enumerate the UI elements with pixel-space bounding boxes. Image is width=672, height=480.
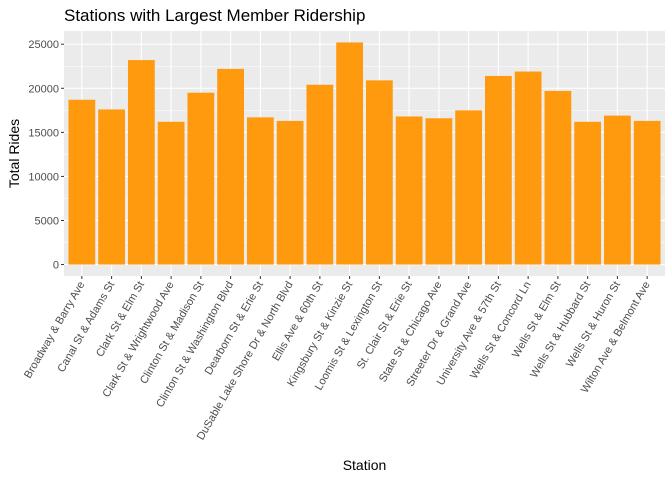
x-tick-label: St. Clair St & Erie St xyxy=(355,280,415,372)
bar xyxy=(336,42,364,265)
bar xyxy=(98,109,125,265)
bar xyxy=(365,80,393,265)
bar xyxy=(484,75,512,265)
bar xyxy=(425,118,453,265)
bar xyxy=(217,68,245,265)
y-tick-label: 25000 xyxy=(28,39,59,51)
chart-title: Stations with Largest Member Ridership xyxy=(64,6,365,25)
x-tick-label: Wells St & Huron St xyxy=(564,280,623,370)
bar xyxy=(246,117,274,265)
y-tick-label: 0 xyxy=(53,260,59,272)
x-tick-label: Canal St & Adams St xyxy=(55,280,117,375)
y-tick-label: 5000 xyxy=(35,215,59,227)
bar xyxy=(68,99,96,265)
bars xyxy=(68,42,661,265)
bar xyxy=(157,121,185,265)
y-tick-label: 20000 xyxy=(28,83,59,95)
x-axis-title: Station xyxy=(343,457,387,473)
bar xyxy=(127,60,155,265)
y-tick-label: 15000 xyxy=(28,127,59,139)
y-axis-title: Total Rides xyxy=(6,119,22,188)
bar xyxy=(514,71,542,265)
bar xyxy=(395,116,423,265)
bar xyxy=(187,92,215,265)
bar xyxy=(276,120,304,265)
bar xyxy=(574,121,602,265)
bar xyxy=(604,115,631,265)
bar xyxy=(544,90,572,265)
y-axis: 0 5000 10000 15000 20000 25000 xyxy=(28,39,64,272)
bar xyxy=(455,110,483,265)
y-tick-label: 10000 xyxy=(28,171,59,183)
bar xyxy=(633,120,661,265)
bar xyxy=(306,84,334,265)
